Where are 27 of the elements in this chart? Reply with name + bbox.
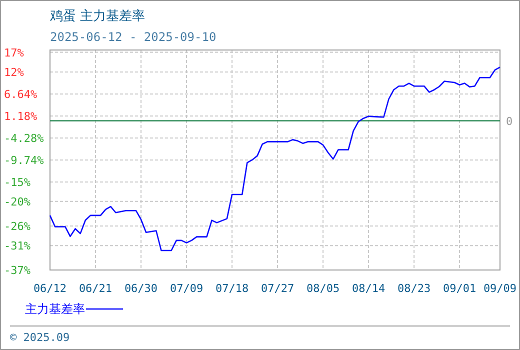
y-tick-label: -37% xyxy=(4,264,31,277)
x-tick-label: 08/23 xyxy=(397,282,431,295)
x-tick-label: 07/27 xyxy=(260,282,294,295)
chart-subtitle: 2025-06-12 - 2025-09-10 xyxy=(50,30,216,44)
x-tick-label: 06/12 xyxy=(33,282,67,295)
x-tick-label: 07/09 xyxy=(170,282,204,295)
x-tick-label: 09/09 xyxy=(483,282,517,295)
y-tick-label: 1.18% xyxy=(4,110,38,123)
y-tick-label: 6.64% xyxy=(4,88,38,101)
x-tick-label: 07/18 xyxy=(215,282,249,295)
y-tick-label: -9.74% xyxy=(4,154,44,167)
y-tick-label: -4.28% xyxy=(4,132,44,145)
y-tick-label: -20% xyxy=(4,195,31,208)
x-tick-label: 09/01 xyxy=(442,282,476,295)
x-tick-label: 08/05 xyxy=(306,282,340,295)
legend-label: 主力基差率 xyxy=(25,302,85,316)
y-tick-label: -31% xyxy=(4,240,31,253)
y-tick-label: 17% xyxy=(4,46,24,60)
x-tick-label: 06/30 xyxy=(124,282,158,295)
y-tick-label: 12% xyxy=(4,66,24,79)
text: © 2025.09 xyxy=(10,331,70,344)
y-tick-label: -15% xyxy=(4,176,31,189)
ref-line-label: 0 xyxy=(506,114,513,128)
x-tick-label: 06/21 xyxy=(78,282,112,295)
x-tick-label: 08/14 xyxy=(352,282,386,295)
chart-title: 鸡蛋 主力基差率 xyxy=(49,8,146,24)
y-tick-label: -26% xyxy=(4,220,31,233)
